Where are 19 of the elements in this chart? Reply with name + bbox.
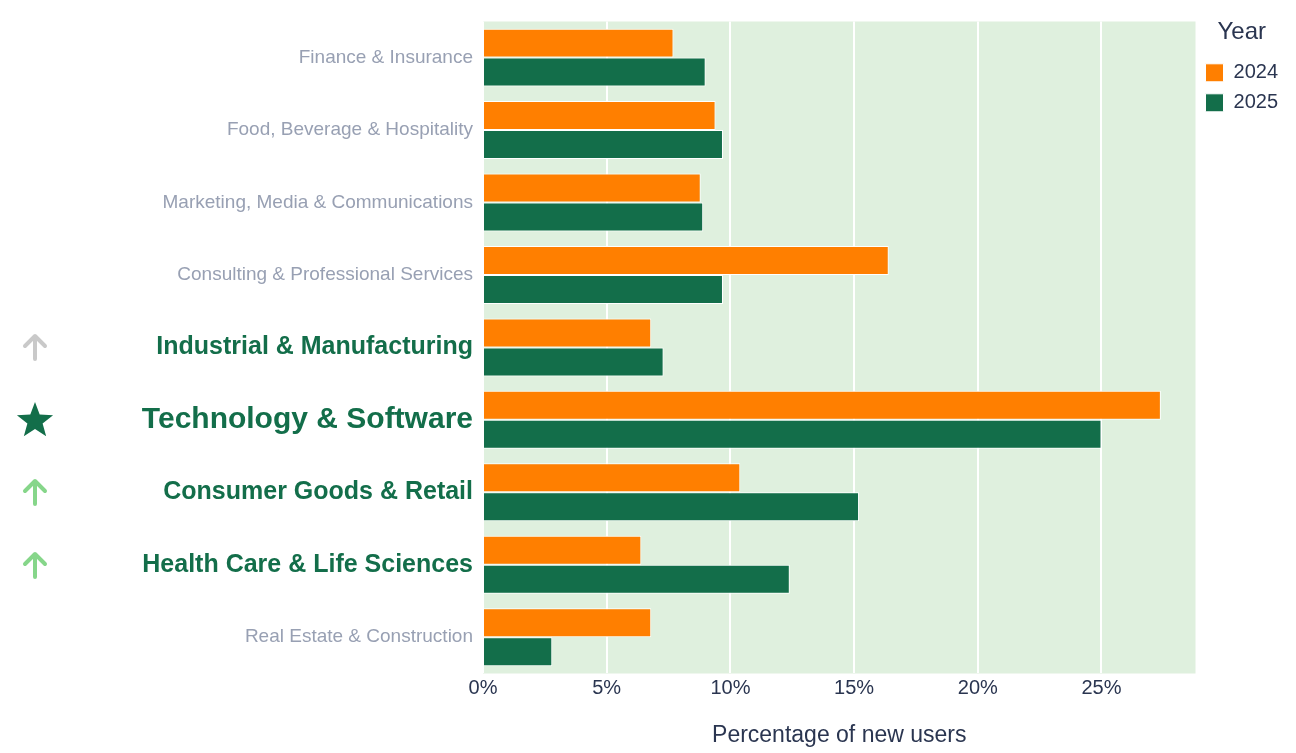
y-tick-label: Consumer Goods & Retail (163, 476, 473, 505)
y-tick-label: Marketing, Media & Communications (162, 190, 473, 212)
x-tick-label: 10% (710, 675, 751, 698)
y-tick-label: Health Care & Life Sciences (142, 548, 473, 577)
x-axis-title: Percentage of new users (712, 720, 967, 747)
y-tick-label: Technology & Software (141, 401, 473, 435)
x-tick-label: 15% (834, 675, 875, 698)
y-tick-label: Food, Beverage & Hospitality (226, 118, 474, 140)
x-tick-label: 25% (1081, 675, 1122, 698)
legend-title: Year (1217, 16, 1266, 44)
legend-label: 2025 (1233, 90, 1279, 113)
y-tick-label: Real Estate & Construction (244, 625, 473, 647)
x-tick-label: 20% (957, 675, 999, 698)
y-tick-label: Finance & Insurance (298, 45, 473, 67)
y-tick-label: Industrial & Manufacturing (156, 331, 473, 360)
legend-label: 2024 (1233, 60, 1279, 83)
x-tick-label: 5% (592, 675, 622, 698)
x-tick-label: 0% (468, 675, 498, 698)
y-tick-label: Consulting & Professional Services (177, 263, 473, 285)
